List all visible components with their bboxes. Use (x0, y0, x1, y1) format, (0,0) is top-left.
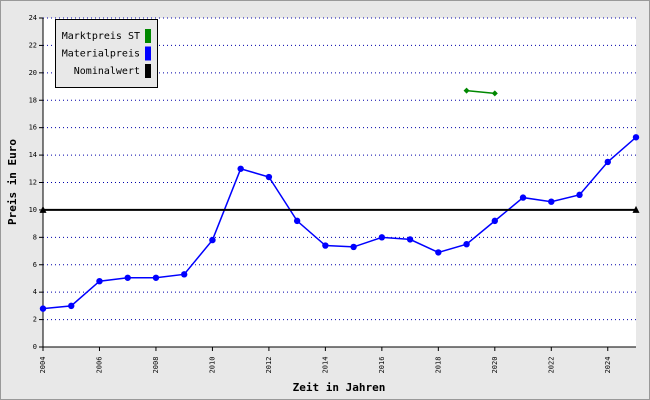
point (491, 90, 498, 97)
point (378, 234, 386, 241)
x-tick-label: 2012 (265, 357, 273, 374)
point (180, 271, 188, 278)
legend-swatch (145, 46, 151, 61)
point (293, 217, 301, 225)
point (152, 274, 160, 281)
legend-box (55, 19, 158, 88)
x-axis-label: Zeit in Jahren (293, 381, 386, 394)
point (463, 240, 470, 248)
x-tick-label: 2020 (491, 357, 499, 374)
point (604, 158, 611, 166)
point (350, 243, 357, 251)
y-tick-label: 6 (33, 261, 37, 269)
point (124, 274, 131, 281)
y-tick-label: 8 (33, 233, 37, 241)
y-axis-label: Preis in Euro (6, 139, 19, 225)
x-tick-label: 2016 (378, 357, 386, 374)
y-tick-label: 10 (29, 206, 37, 214)
point (68, 302, 75, 310)
point (96, 278, 103, 285)
point (576, 191, 583, 199)
legend-label: Materialpreis (62, 49, 140, 60)
y-tick-label: 2 (33, 316, 37, 324)
point (632, 134, 640, 141)
point (39, 305, 47, 312)
point (406, 236, 414, 243)
point (435, 249, 442, 256)
legend-swatch (145, 29, 151, 43)
point (237, 165, 244, 172)
point (491, 217, 499, 225)
point (322, 242, 329, 249)
x-tick-label: 2008 (152, 357, 160, 374)
y-tick-label: 18 (29, 96, 37, 104)
x-tick-label: 2024 (604, 357, 612, 374)
y-tick-label: 16 (29, 124, 37, 132)
series-line (466, 89, 495, 95)
point (519, 194, 527, 201)
point (548, 198, 555, 205)
point (632, 205, 640, 213)
point (209, 236, 216, 244)
point (39, 205, 47, 213)
point (463, 87, 470, 94)
y-tick-label: 12 (29, 179, 37, 187)
x-tick-label: 2018 (434, 357, 442, 374)
y-tick-label: 0 (33, 343, 37, 351)
legend-label: Nominalwert (74, 66, 140, 77)
x-tick-label: 2006 (95, 357, 103, 374)
x-tick-label: 2010 (208, 357, 216, 374)
y-tick-label: 4 (33, 288, 37, 296)
legend-swatch (145, 64, 151, 78)
x-tick-label: 2014 (321, 357, 329, 374)
y-tick-label: 14 (29, 151, 37, 159)
legend-label: Marktpreis ST (62, 31, 140, 42)
x-tick-label: 2004 (39, 357, 47, 374)
point (265, 173, 273, 181)
x-tick-label: 2022 (547, 357, 555, 374)
y-tick-label: 22 (29, 41, 37, 49)
y-tick-label: 24 (29, 14, 37, 22)
series-line (42, 136, 637, 310)
y-tick-label: 20 (29, 69, 37, 77)
